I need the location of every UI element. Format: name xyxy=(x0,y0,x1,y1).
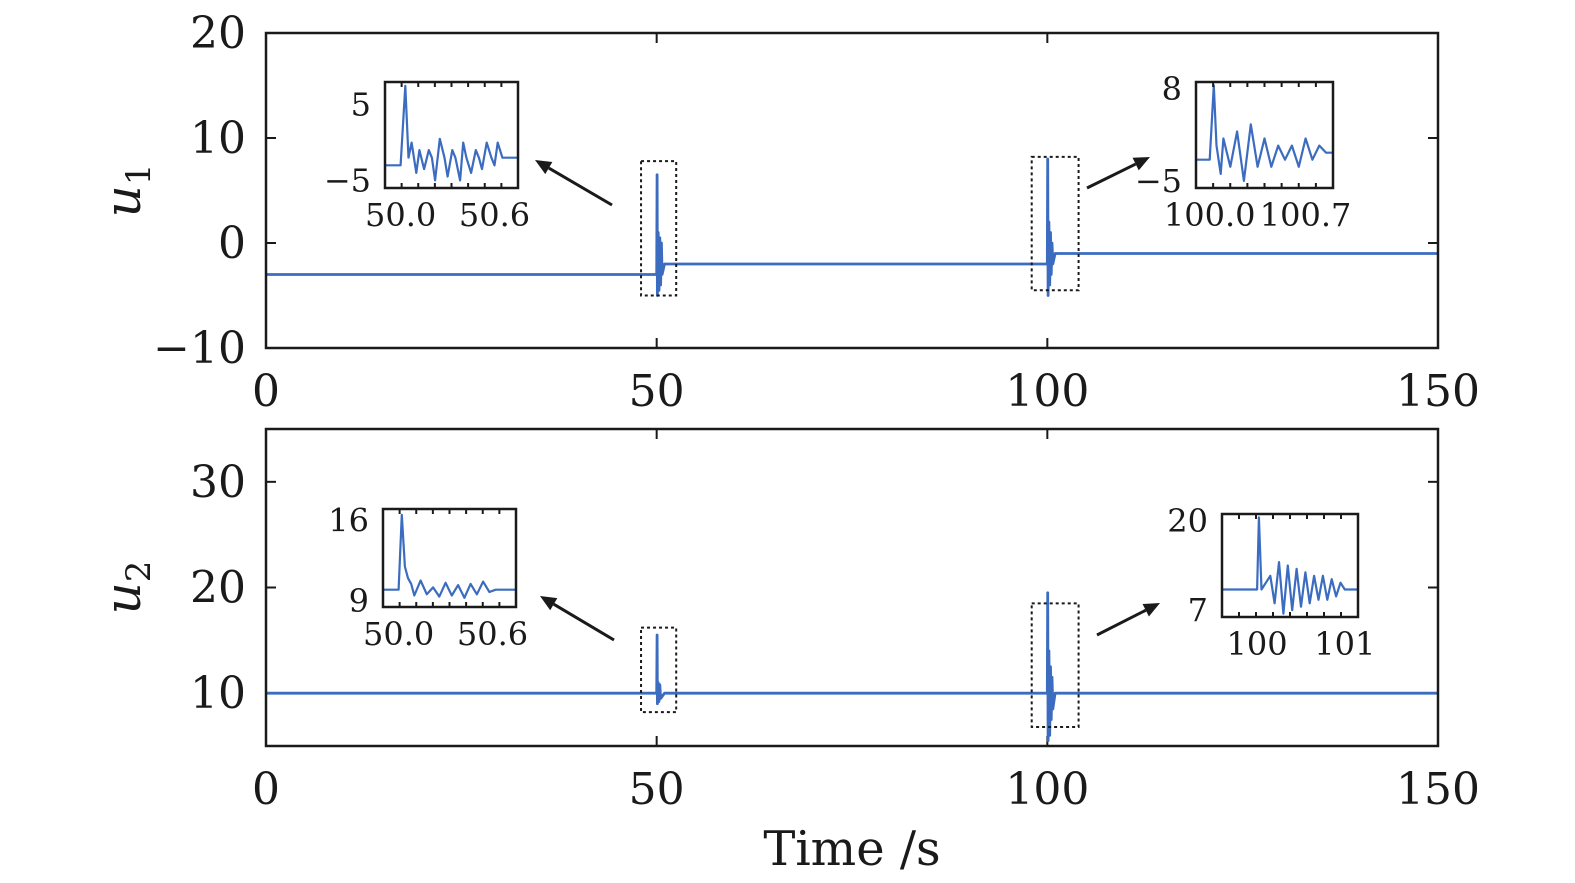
zoom-arrow-2 xyxy=(1086,162,1137,190)
y-axis-label-subscript: 2 xyxy=(119,561,159,583)
subplot-u2: 0 50 100 150 10 20 30 u2 50.0 50.6 9 16 100 101 7 20 xyxy=(94,427,1480,815)
inset-frame xyxy=(381,507,518,609)
zoom-arrow-1-head xyxy=(540,596,558,611)
inset-frame xyxy=(383,80,520,190)
y-tick-label: 20 xyxy=(190,563,246,614)
zoom-arrow-1 xyxy=(552,602,615,642)
inset-y-tick-label: 16 xyxy=(328,502,369,540)
x-tick-label: 100 xyxy=(1005,764,1089,815)
x-axis-label: Time /s xyxy=(763,821,940,877)
inset-x-tick-label: 50.0 xyxy=(365,196,436,234)
series-line-u1 xyxy=(266,157,1438,297)
inset-frame xyxy=(1220,512,1360,619)
inset-x-tick-label: 50.6 xyxy=(459,196,530,234)
inset-series-line xyxy=(1222,516,1358,615)
y-axis-label: u1 xyxy=(94,164,159,218)
zoom-arrow-1 xyxy=(548,166,613,207)
y-tick-label: 20 xyxy=(190,8,246,59)
inset-background xyxy=(1222,514,1358,617)
series-line-u2 xyxy=(266,591,1438,743)
inset-frame xyxy=(1194,80,1335,190)
plot-frame xyxy=(264,31,1440,350)
inset-plot-1: 50.0 50.6 9 16 xyxy=(328,502,528,653)
inset-y-tick-label: 20 xyxy=(1167,502,1208,540)
zoom-region-box-2 xyxy=(1030,155,1080,292)
inset-series-line xyxy=(383,513,516,599)
zoom-region-box-1 xyxy=(640,160,678,297)
inset-x-tick-label: 101 xyxy=(1314,625,1375,663)
inset-y-tick-label: 9 xyxy=(349,582,369,620)
inset-y-tick-label: −5 xyxy=(324,161,371,199)
inset-x-tick-label: 50.0 xyxy=(363,615,434,653)
inset-y-tick-label: −5 xyxy=(1135,162,1182,200)
y-tick-label: 10 xyxy=(190,668,246,719)
y-tick-label: 10 xyxy=(190,113,246,164)
y-axis-label-subscript: 1 xyxy=(119,164,159,186)
zoom-region-box-2 xyxy=(1030,602,1080,728)
x-tick-label: 50 xyxy=(629,764,685,815)
y-tick-label: −10 xyxy=(153,323,246,374)
x-tick-label: 50 xyxy=(629,366,685,417)
inset-series-line xyxy=(385,84,518,182)
y-tick-label: 30 xyxy=(190,457,246,508)
x-tick-label: 150 xyxy=(1396,764,1480,815)
inset-y-tick-label: 8 xyxy=(1162,70,1182,108)
inset-plot-1: 50.0 50.6 −5 5 xyxy=(324,80,530,234)
zoom-arrow-2 xyxy=(1096,608,1147,637)
zoom-arrow-2-head xyxy=(1142,603,1160,617)
x-tick-label: 150 xyxy=(1396,366,1480,417)
x-tick-label: 100 xyxy=(1005,366,1089,417)
inset-x-tick-label: 50.6 xyxy=(457,615,528,653)
inset-x-tick-label: 100.7 xyxy=(1260,196,1352,234)
x-tick-label: 0 xyxy=(252,764,280,815)
inset-background xyxy=(1196,82,1333,188)
inset-x-tick-label: 100.0 xyxy=(1164,196,1256,234)
inset-plot-2: 100 101 7 20 xyxy=(1167,502,1375,663)
x-tick-label: 0 xyxy=(252,366,280,417)
y-tick-label: 0 xyxy=(218,218,246,269)
inset-x-tick-label: 100 xyxy=(1227,625,1288,663)
zoom-arrow-2-head xyxy=(1132,157,1150,171)
inset-y-tick-label: 5 xyxy=(351,86,371,124)
inset-plot-2: 100.0 100.7 −5 8 xyxy=(1135,70,1352,234)
zoom-arrow-1-head xyxy=(535,160,553,175)
plot-frame xyxy=(264,427,1440,748)
inset-y-tick-label: 7 xyxy=(1188,591,1208,629)
y-axis-label: u2 xyxy=(94,561,159,615)
inset-series-line xyxy=(1196,84,1333,182)
